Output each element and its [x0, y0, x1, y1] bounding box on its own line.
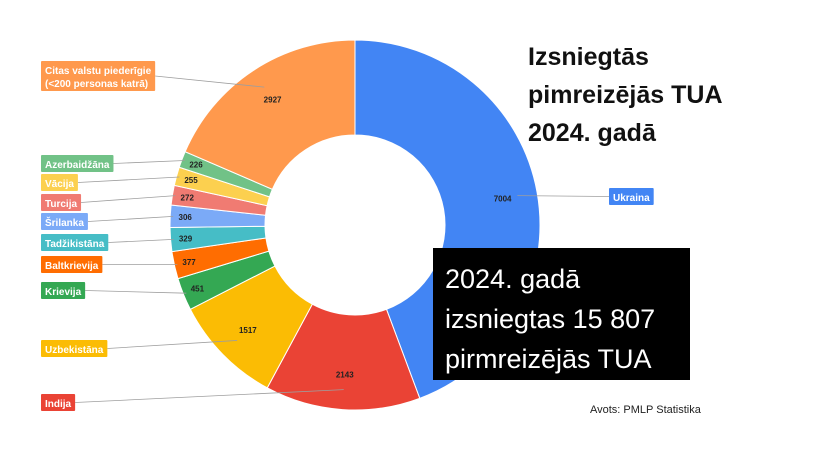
category-label-srilanka: Šrilanka: [41, 213, 88, 230]
value-label-vacija: 255: [184, 176, 198, 185]
label-box: [41, 282, 86, 299]
chart-title-line: pimreizējās TUA: [528, 81, 723, 109]
label-box: [41, 234, 109, 251]
callout-line: pirmreizējās TUA: [445, 344, 652, 374]
category-label-krievija: Krievija: [41, 282, 86, 299]
category-label-vacija: Vācija: [41, 174, 78, 191]
slice-citas-valstu-piederigie-200-personas-katra: [184, 39, 356, 191]
value-label-indija: 2143: [336, 371, 354, 380]
category-label-tadzikistana: Tadžikistāna: [41, 234, 109, 251]
source-note: Avots: PMLP Statistika: [590, 404, 701, 416]
label-box: [41, 194, 82, 211]
label-box: [41, 61, 156, 91]
label-text: Turcija: [45, 199, 77, 210]
value-label-ukraina: 7004: [494, 194, 512, 203]
chart-title-line: 2024. gadā: [528, 119, 656, 147]
label-text: Citas valstu piederīgie: [45, 66, 152, 77]
leader-ukraina: [517, 195, 610, 197]
leader-uzbekistana: [107, 340, 238, 349]
leader-azerbaidzana: [113, 160, 185, 164]
label-text: Azerbaidžāna: [45, 160, 110, 171]
chart-title: Izsniegtās pimreizējās TUA 2024. gadā: [528, 38, 788, 152]
callout-line: 2024. gadā: [445, 264, 581, 294]
label-text: (<200 personas katrā): [45, 79, 148, 90]
leader-turcija: [81, 195, 176, 203]
slice-value-labels: 7004 2143 1517 451 377 329 306 272 255 226 2927: [179, 96, 513, 380]
leader-krievija: [85, 290, 187, 294]
label-text: Ukraina: [613, 193, 650, 204]
total-callout-box: 2024. gadā izsniegtas 15 807 pirmreizējā…: [433, 248, 690, 380]
category-label-indija: Indija: [41, 394, 76, 411]
value-label-azerbaidzana: 226: [189, 161, 203, 170]
leader-srilanka: [87, 216, 174, 222]
label-box: [41, 213, 88, 230]
label-text: Baltkrievija: [45, 261, 99, 272]
category-label-uzbekistana: Uzbekistāna: [41, 340, 108, 357]
donut-slices: [169, 39, 541, 411]
value-label-tadzikistana: 329: [179, 234, 193, 243]
value-label-turcija: 272: [181, 194, 195, 203]
label-text: Indija: [45, 399, 72, 410]
leader-indija: [75, 389, 344, 403]
label-text: Vācija: [45, 179, 74, 190]
value-label-uzbekistana: 1517: [239, 326, 257, 335]
category-label-turcija: Turcija: [41, 194, 82, 211]
label-box: [41, 174, 78, 191]
chart-title-line: Izsniegtās: [528, 43, 649, 71]
label-box: [41, 340, 108, 357]
label-box: [609, 188, 654, 205]
label-text: Krievija: [45, 287, 82, 298]
label-leader-lines: [75, 75, 610, 403]
leader-tadzikistana: [108, 238, 174, 243]
label-box: [41, 394, 76, 411]
value-label-citas-valstu-piederigie-200-personas-katra: 2927: [264, 96, 282, 105]
category-label-citas-valstu-piederigie-200-personas-katra: Citas valstu piederīgie (<200 personas ka…: [41, 61, 156, 91]
category-label-ukraina: Ukraina: [609, 188, 654, 205]
label-text: Tadžikistāna: [45, 239, 105, 250]
category-labels: Ukraina Indija Uzbekistāna Krievija Baltkrie…: [41, 61, 654, 411]
value-label-srilanka: 306: [179, 213, 193, 222]
leader-vacija: [77, 176, 180, 183]
label-text: Uzbekistāna: [45, 345, 104, 356]
category-label-baltkrievija: Baltkrievija: [41, 256, 103, 273]
value-label-baltkrievija: 377: [182, 258, 196, 267]
label-box: [41, 155, 114, 172]
category-label-azerbaidzana: Azerbaidžāna: [41, 155, 114, 172]
label-text: Šrilanka: [45, 216, 84, 229]
label-box: [41, 256, 103, 273]
callout-line: izsniegtas 15 807: [445, 304, 656, 334]
leader-citas-valstu-piederigie-200-personas-katra: [155, 75, 265, 88]
value-label-krievija: 451: [191, 285, 205, 294]
